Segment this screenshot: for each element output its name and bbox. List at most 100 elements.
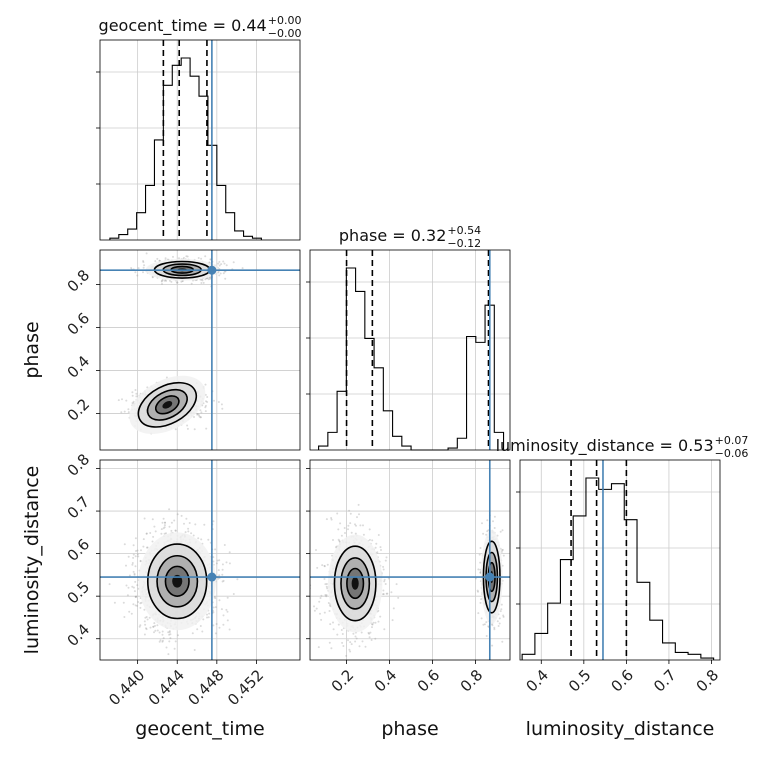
- sample-point: [390, 591, 392, 593]
- x-tick-label: 0.7: [650, 666, 680, 696]
- sample-point: [213, 400, 215, 402]
- sample-point: [183, 523, 185, 525]
- sample-point: [315, 549, 317, 551]
- sample-point: [330, 517, 332, 519]
- sample-point: [109, 583, 111, 585]
- sample-point: [200, 625, 202, 627]
- sample-point: [177, 634, 179, 636]
- x-tick-label: 0.444: [145, 666, 188, 709]
- density-peak: [352, 577, 359, 590]
- sample-point: [205, 384, 207, 386]
- sample-point: [160, 533, 162, 535]
- sample-point: [143, 609, 145, 611]
- panel-title-phase: phase = 0.32 +0.54−0.12: [339, 224, 481, 250]
- sample-point: [170, 281, 172, 283]
- sample-point: [351, 643, 353, 645]
- sample-point: [225, 609, 227, 611]
- sample-point: [320, 597, 322, 599]
- title-lower-error: −0.06: [715, 447, 749, 460]
- hist-grid-phase: [310, 250, 510, 450]
- y-tick-label: 0.6: [64, 535, 94, 565]
- sample-point: [217, 263, 219, 265]
- x-tick-label: 0.4: [522, 666, 552, 696]
- sample-point: [124, 411, 126, 413]
- sample-point: [487, 625, 489, 627]
- sample-point: [326, 586, 328, 588]
- sample-point: [200, 538, 202, 540]
- sample-point: [134, 581, 136, 583]
- sample-point: [338, 540, 340, 542]
- sample-point: [332, 622, 334, 624]
- x-axis-label-geocent_time: geocent_time: [135, 718, 264, 740]
- sample-point: [144, 617, 146, 619]
- sample-point: [351, 532, 353, 534]
- sample-point: [227, 611, 229, 613]
- sample-point: [127, 408, 129, 410]
- sample-point: [144, 634, 146, 636]
- sample-point: [221, 408, 223, 410]
- sample-point: [345, 655, 347, 657]
- sample-point: [329, 610, 331, 612]
- sample-point: [314, 610, 316, 612]
- sample-point: [165, 257, 167, 259]
- sample-point: [229, 562, 231, 564]
- sample-point: [479, 554, 481, 556]
- sample-point: [178, 257, 180, 259]
- sample-point: [336, 634, 338, 636]
- x-tick-label: 0.2: [328, 666, 358, 696]
- sample-point: [348, 510, 350, 512]
- sample-point: [222, 624, 224, 626]
- sample-point: [383, 569, 385, 571]
- sample-point: [362, 640, 364, 642]
- sample-point: [161, 283, 163, 285]
- density-luminosity_distance_vs_phase: [306, 504, 512, 665]
- sample-point: [222, 261, 224, 263]
- sample-point: [162, 522, 164, 524]
- sample-point: [146, 533, 148, 535]
- sample-point: [379, 616, 381, 618]
- sample-point: [214, 548, 216, 550]
- sample-point: [354, 523, 356, 525]
- sample-point: [222, 563, 224, 565]
- sample-point: [133, 587, 135, 589]
- sample-point: [306, 527, 308, 529]
- sample-point: [484, 623, 486, 625]
- sample-point: [386, 556, 388, 558]
- sample-point: [159, 632, 161, 634]
- sample-point: [227, 597, 229, 599]
- sample-point: [146, 252, 148, 254]
- sample-point: [139, 624, 141, 626]
- sample-point: [329, 642, 331, 644]
- sample-point: [128, 611, 130, 613]
- axes-frame: [310, 250, 510, 450]
- sample-point: [128, 587, 130, 589]
- sample-point: [371, 639, 373, 641]
- sample-point: [156, 258, 158, 260]
- sample-point: [382, 566, 384, 568]
- sample-point: [380, 549, 382, 551]
- sample-point: [356, 638, 358, 640]
- sample-point: [200, 258, 202, 260]
- sample-point: [208, 616, 210, 618]
- sample-point: [486, 519, 488, 521]
- x-tick-label: 0.6: [608, 666, 638, 696]
- sample-point: [161, 641, 163, 643]
- sample-point: [202, 618, 204, 620]
- sample-point: [147, 619, 149, 621]
- sample-point: [161, 528, 163, 530]
- sample-point: [371, 626, 373, 628]
- sample-point: [132, 557, 134, 559]
- sample-point: [392, 619, 394, 621]
- sample-point: [176, 282, 178, 284]
- sample-point: [118, 399, 120, 401]
- sample-point: [477, 568, 479, 570]
- sample-point: [321, 564, 323, 566]
- sample-point: [371, 539, 373, 541]
- hist-grid-geocent_time: [100, 40, 300, 240]
- sample-point: [139, 607, 141, 609]
- truth-marker: [207, 266, 216, 275]
- sample-point: [192, 632, 194, 634]
- sample-point: [202, 279, 204, 281]
- sample-point: [219, 599, 221, 601]
- sample-point: [221, 574, 223, 576]
